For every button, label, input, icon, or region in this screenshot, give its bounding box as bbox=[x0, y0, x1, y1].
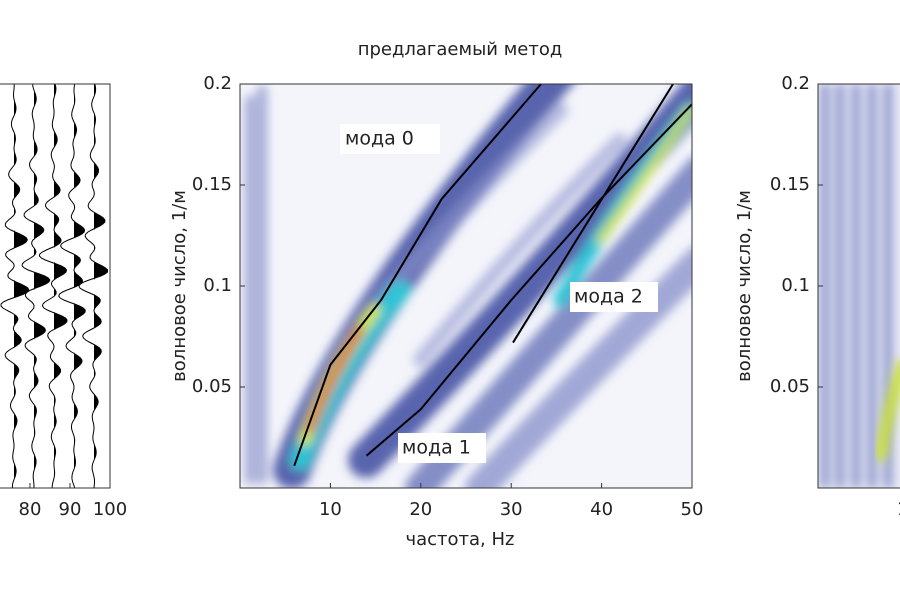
y-tick-label: 0.05 bbox=[770, 376, 810, 397]
chart-title: предлагаемый метод bbox=[358, 39, 563, 60]
y-tick-label: 0.15 bbox=[192, 174, 232, 195]
trace-fill bbox=[34, 84, 50, 488]
y-tick-label: 0.1 bbox=[781, 275, 810, 296]
x-tick-label: 20 bbox=[409, 499, 432, 520]
annotation: мода 0 bbox=[345, 128, 414, 150]
trace bbox=[38, 83, 68, 488]
x-tick-label: 90 bbox=[59, 499, 82, 520]
trace-fill bbox=[54, 84, 68, 488]
annotation: мода 2 bbox=[574, 286, 643, 308]
mode-line bbox=[365, 103, 693, 457]
x-tick-label: 30 bbox=[500, 499, 523, 520]
y-tick-label: 0.15 bbox=[770, 174, 810, 195]
x-tick-label: 40 bbox=[590, 499, 613, 520]
trace-fill bbox=[14, 84, 29, 488]
trace bbox=[58, 83, 86, 489]
x-tick-label: 100 bbox=[93, 499, 127, 520]
y-tick-label: 0.2 bbox=[203, 73, 232, 94]
y-tick-label: 0.1 bbox=[203, 275, 232, 296]
y-axis-label: волновое число, 1/м bbox=[169, 190, 190, 382]
heatmap-background bbox=[818, 84, 900, 488]
axes-box bbox=[0, 83, 111, 489]
y-tick-label: 0.2 bbox=[781, 73, 810, 94]
annotation-box bbox=[340, 124, 440, 154]
trace-fill bbox=[74, 84, 86, 488]
trace bbox=[78, 83, 109, 489]
annotation-box bbox=[570, 282, 658, 312]
x-tick-label: 50 bbox=[681, 499, 704, 520]
x-tick-label: 10 bbox=[319, 499, 342, 520]
annotation-box bbox=[398, 433, 486, 463]
mode-line bbox=[512, 83, 674, 344]
annotation: мода 1 bbox=[402, 437, 471, 459]
y-tick-label: 0.05 bbox=[192, 376, 232, 397]
y-axis-label: волновое число, 1/м bbox=[734, 190, 755, 382]
x-axis-label: частота, Hz bbox=[405, 529, 514, 550]
x-tick-label: 80 bbox=[19, 499, 42, 520]
trace-fill bbox=[94, 84, 108, 488]
mode-line bbox=[293, 83, 542, 467]
x-tick-label: 10 bbox=[897, 499, 900, 520]
